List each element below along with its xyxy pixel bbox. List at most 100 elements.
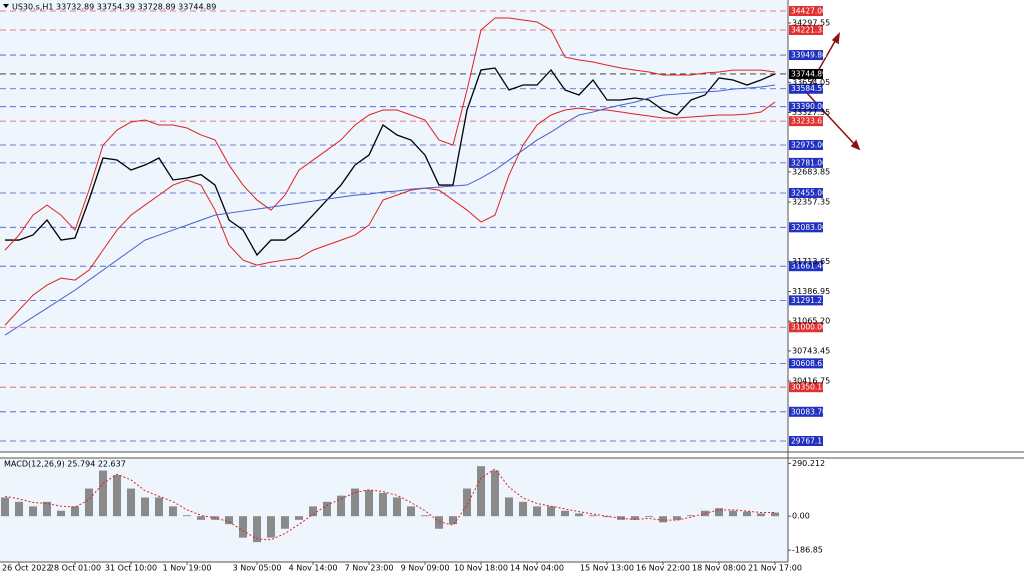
y-tick-label: 31386.95 [792,287,830,296]
y-tick-label: 31065.20 [792,317,830,326]
histogram-bar [141,497,149,517]
level-box [789,358,823,369]
x-tick-label: 7 Nov 23:00 [345,564,394,573]
x-tick-label: 4 Nov 14:00 [289,564,338,573]
x-tick-label: 9 Nov 09:00 [401,564,450,573]
histogram-bar [113,475,121,517]
histogram-bar [421,515,429,517]
y-tick-label: 34297.55 [792,18,830,27]
histogram-bar [617,516,625,520]
histogram-bar [449,516,457,525]
x-tick-label: 28 Oct 01:00 [49,564,101,573]
level-box [789,116,823,127]
histogram-bar [295,516,303,520]
histogram-bar [323,501,331,517]
level-box [789,83,823,94]
y-tick-label: 30743.45 [792,346,830,355]
histogram-bar [365,490,373,517]
level-box [789,187,823,198]
level-box [789,68,823,79]
histogram-bar [43,501,51,517]
price-line [4,17,776,251]
histogram-bar [519,501,527,517]
histogram-bar [379,492,387,517]
histogram-bar [183,515,191,517]
level-box [789,406,823,417]
x-tick-label: 31 Oct 10:00 [105,564,157,573]
level-label: 32455.00 [791,188,827,197]
histogram-bar [505,497,513,517]
histogram-bar [533,506,541,517]
histogram-bar [309,506,317,517]
x-tick-label: 26 Oct 2022 [2,564,51,573]
histogram-bar [99,470,107,517]
y-tick-label: 32357.35 [792,197,830,206]
level-label: 30083.70 [791,407,827,416]
level-label: 29767.17 [791,437,827,446]
histogram-bar [253,516,261,543]
histogram-bar [57,510,65,517]
level-box [789,261,823,272]
level-label: 33744.89 [791,69,827,78]
level-box [789,436,823,447]
price-line [4,101,776,326]
histogram-bar [547,506,555,517]
histogram-bar [127,488,135,517]
histogram-bar [239,516,247,538]
arrow-down [805,91,859,149]
y-tick-label: 33327.35 [792,108,830,117]
menu-icon[interactable] [3,4,9,8]
x-tick-label: 15 Nov 13:00 [580,564,634,573]
level-box [789,24,823,35]
histogram-bar [1,497,9,517]
y-tick-label: -186.85 [792,546,823,555]
level-box [789,222,823,233]
histogram-bar [575,513,583,517]
level-box [789,295,823,306]
level-box [789,101,823,112]
histogram-bar [337,495,345,517]
level-label: 33949.80 [791,51,827,60]
price-line [4,84,776,336]
histogram-bar [673,516,681,520]
histogram-bar [393,497,401,517]
level-box [789,382,823,393]
y-tick-label: 31713.65 [792,257,830,266]
histogram-bar [169,506,177,517]
price-line [5,67,776,257]
histogram-bar [729,510,737,517]
y-tick-label: 290.212 [792,459,825,468]
level-box [789,157,823,168]
level-label: 31291.23 [791,296,827,305]
level-label: 30608.62 [791,359,827,368]
histogram-bar [631,516,639,520]
histogram-bar [757,513,765,517]
histogram-bar [197,516,205,520]
arrowhead [850,139,861,151]
y-tick-label: 30416.75 [792,377,830,386]
histogram-bar [463,488,471,517]
y-tick-label: 33654.05 [792,78,830,87]
arrowhead [831,31,840,45]
x-tick-label: 16 Nov 22:00 [636,564,690,573]
histogram-bar [225,516,233,525]
level-label: 32083.00 [791,223,827,232]
histogram-bar [281,516,289,529]
level-box [789,50,823,61]
x-tick-label: 21 Nov 17:00 [748,564,802,573]
level-label: 31661.46 [791,262,827,271]
level-label: 33233.63 [791,117,827,126]
level-label: 34427.00 [791,7,827,16]
level-label: 33584.59 [791,84,827,93]
y-tick-label: 0.00 [792,512,810,521]
signal-line [4,468,775,541]
histogram-bar [155,497,163,517]
histogram-bar [407,506,415,517]
histogram-bar [491,470,499,517]
level-box [789,139,823,150]
level-label: 33390.00 [791,102,827,111]
price-panel [0,0,788,452]
level-label: 32781.00 [791,158,827,167]
histogram-bar [659,516,667,523]
